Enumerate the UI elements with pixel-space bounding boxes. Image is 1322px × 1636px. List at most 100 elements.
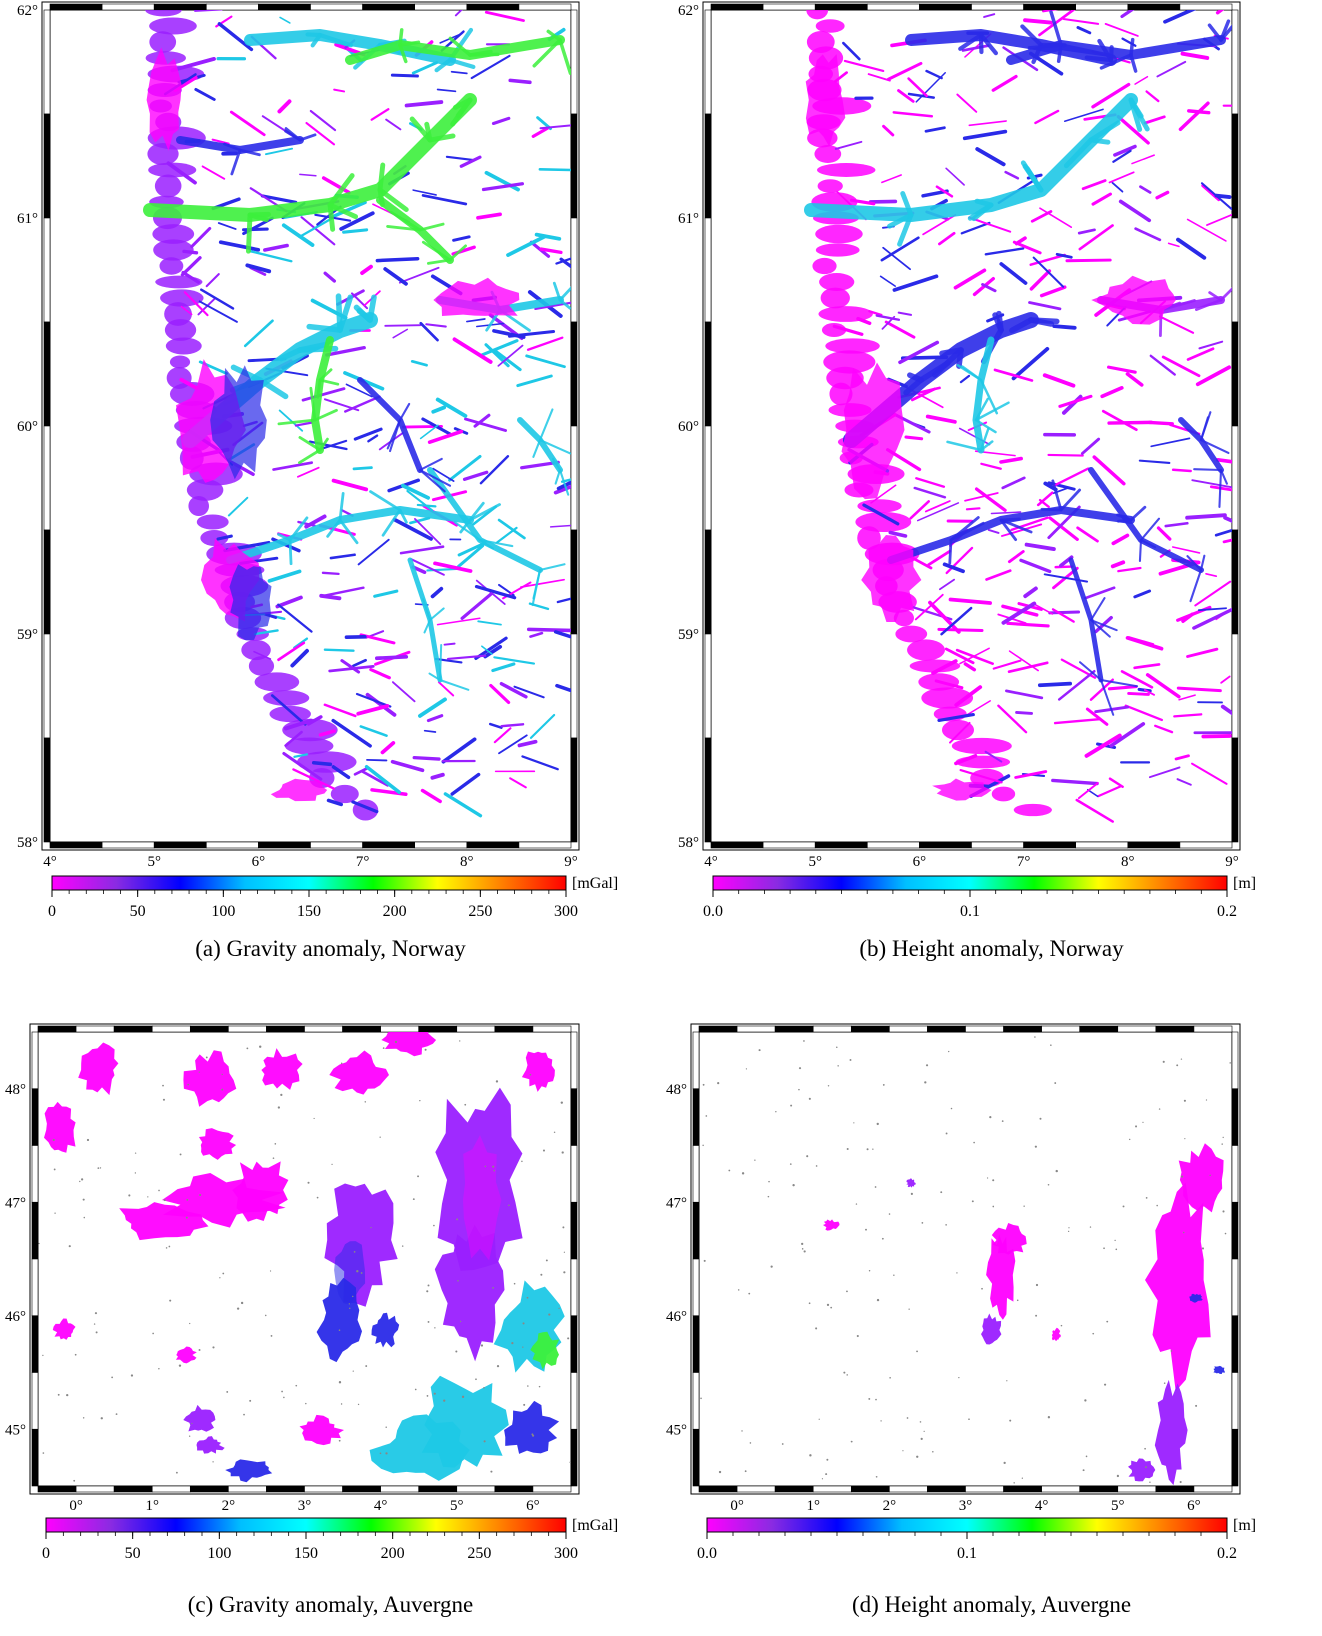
fjord-branch bbox=[1079, 661, 1102, 681]
fjord-branch bbox=[434, 57, 453, 73]
speckle-dot bbox=[433, 1224, 435, 1227]
tributary-valley bbox=[999, 262, 1028, 285]
coastal-shelf bbox=[145, 10, 182, 17]
speckle-dot bbox=[426, 1395, 429, 1397]
tributary-valley bbox=[1134, 75, 1149, 85]
fjord-branch bbox=[448, 244, 467, 262]
tributary-valley bbox=[965, 507, 981, 511]
coastal-anomaly bbox=[270, 778, 328, 802]
coastal-shelf bbox=[154, 174, 182, 198]
frame-bar-top bbox=[189, 1025, 229, 1033]
colorbar bbox=[712, 875, 1228, 891]
tributary-valley bbox=[364, 764, 401, 794]
fjord-branch bbox=[1138, 538, 1143, 563]
frame-bar-left bbox=[43, 633, 51, 739]
anomaly-region bbox=[435, 1087, 523, 1271]
tributary-valley bbox=[556, 597, 571, 604]
tributary-valley bbox=[404, 100, 444, 108]
speckle-dot bbox=[1054, 1082, 1057, 1084]
fjord-branch bbox=[429, 607, 445, 621]
frame-bar-left bbox=[43, 113, 51, 219]
fjord-branch bbox=[335, 293, 343, 333]
anomaly-region bbox=[371, 1312, 400, 1348]
speckle-dot bbox=[134, 1152, 137, 1154]
frame-bar-right bbox=[570, 737, 578, 843]
tributary-valley bbox=[1032, 256, 1065, 288]
frame-bar-top bbox=[206, 3, 259, 11]
tributary-valley bbox=[945, 167, 965, 186]
tributary-valley bbox=[1150, 437, 1191, 448]
tributary-valley bbox=[1163, 10, 1197, 24]
tributary-valley bbox=[517, 739, 538, 748]
coastal-anomaly bbox=[861, 535, 922, 622]
fjord-branch bbox=[398, 508, 408, 524]
tributary-valley bbox=[1076, 526, 1099, 543]
tributary-valley bbox=[897, 89, 915, 103]
speckle-dot bbox=[1085, 1455, 1088, 1458]
speckle-dot bbox=[1222, 1136, 1224, 1139]
colorbar-label: 0 bbox=[42, 1545, 50, 1562]
coastal-anomaly bbox=[210, 365, 267, 480]
anomaly-region bbox=[1051, 1327, 1061, 1341]
tributary-valley bbox=[356, 704, 390, 716]
tributary-valley bbox=[406, 489, 434, 512]
frame-bar-bottom bbox=[466, 841, 520, 849]
tributary-valley bbox=[1120, 670, 1154, 689]
tributary-valley bbox=[925, 69, 943, 80]
frame-bar-top bbox=[1127, 3, 1181, 11]
lat-tick-label: 60° bbox=[678, 419, 699, 435]
speckle-dot bbox=[1001, 1120, 1004, 1123]
anomaly-region bbox=[52, 1318, 76, 1340]
tributary-valley bbox=[999, 456, 1023, 464]
speckle-dot bbox=[1106, 1320, 1109, 1323]
anomaly-region bbox=[1128, 1458, 1156, 1482]
panel-gravity-norway: 4° 5° 6° 7° 8° 9° 58° 59° 60° 61° 62° 0 50 100 150 200 2… bbox=[0, 0, 661, 1020]
speckle-dot bbox=[158, 1368, 160, 1370]
frame-bar-top bbox=[456, 1025, 496, 1033]
fjord-branch bbox=[439, 679, 470, 691]
speckle-dot bbox=[1034, 1145, 1037, 1148]
panel-gravity-auvergne: 0° 1° 2° 3° 4° 5° 6° 45° 46° 47° 48° 0 50 100 150 200 25… bbox=[0, 1023, 661, 1636]
fjord-branch bbox=[230, 148, 242, 176]
tributary-valley bbox=[421, 194, 468, 206]
speckle-dot bbox=[893, 1274, 895, 1276]
lon-tick-label: 5° bbox=[450, 1498, 464, 1514]
coastal-shelf bbox=[816, 163, 876, 177]
tributary-valley bbox=[483, 644, 503, 659]
frame-bar-bottom bbox=[1117, 1485, 1157, 1493]
tributary-valley bbox=[432, 467, 455, 482]
frame-bar-left bbox=[692, 1088, 700, 1146]
speckle-dot bbox=[54, 1212, 56, 1214]
tributary-valley bbox=[1014, 770, 1048, 779]
colorbar-unit: [mGal] bbox=[572, 1517, 618, 1534]
tributary-valley bbox=[539, 247, 563, 255]
fjord-branch bbox=[974, 401, 1010, 422]
tributary-valley bbox=[462, 470, 489, 481]
speckle-dot bbox=[1055, 1169, 1058, 1173]
colorbar-label: 200 bbox=[381, 1545, 405, 1562]
frame-bar-bottom bbox=[814, 841, 868, 849]
tributary-valley bbox=[318, 439, 348, 451]
tributary-valley bbox=[1145, 673, 1181, 699]
lon-tick-label: 4° bbox=[374, 1498, 388, 1514]
tributary-valley bbox=[446, 654, 487, 661]
frame-bar-top bbox=[532, 1025, 572, 1033]
tributary-valley bbox=[944, 647, 975, 665]
speckle-dot bbox=[243, 1413, 245, 1416]
map-plot-area bbox=[698, 1031, 1233, 1487]
frame-bar-top bbox=[812, 1025, 852, 1033]
tributary-valley bbox=[359, 725, 388, 737]
tributary-valley bbox=[1081, 179, 1107, 191]
tributary-valley bbox=[1039, 207, 1073, 228]
lon-tick-label: 7° bbox=[1017, 854, 1031, 870]
tributary-valley bbox=[390, 73, 419, 78]
coastal-shelf bbox=[186, 479, 224, 501]
tributary-valley bbox=[898, 340, 940, 365]
coastal-shelf bbox=[829, 382, 853, 406]
frame-bar-bottom bbox=[113, 1485, 153, 1493]
coastal-shelf bbox=[815, 224, 863, 244]
frame-bar-left bbox=[692, 1031, 700, 1090]
frame-bar-bottom bbox=[342, 1485, 381, 1493]
lat-tick-label: 58° bbox=[17, 835, 38, 851]
speckle-dot bbox=[1144, 1447, 1146, 1450]
